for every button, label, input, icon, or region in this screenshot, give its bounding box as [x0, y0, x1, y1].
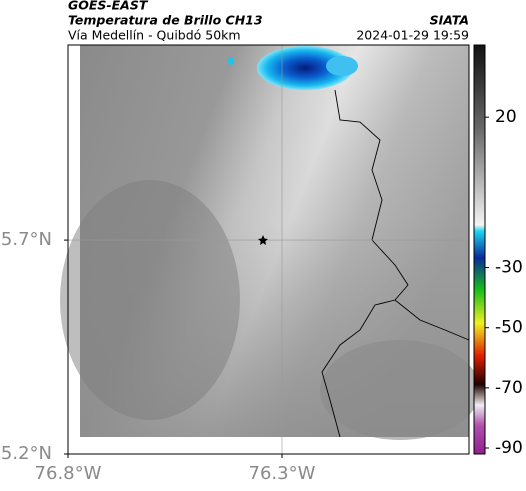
- title: GOES-EAST: [68, 0, 149, 13]
- x-tick-label: 76.8°W: [35, 463, 102, 484]
- datetime: 2024-01-29 19:59: [356, 28, 469, 43]
- y-tick-label: 5.2°N: [1, 443, 52, 464]
- coastline: [321, 89, 409, 438]
- route: Vía Medellín - Quibdó 50km: [68, 28, 241, 43]
- colorbar-tick-label: 20: [495, 107, 517, 127]
- satellite-image: [60, 45, 480, 440]
- y-tick-label: 5.7°N: [1, 229, 52, 250]
- x-tick-label: 76.3°W: [249, 463, 316, 484]
- border: [394, 299, 470, 341]
- colorbar: [473, 44, 486, 455]
- colorbar-tick-label: -70: [495, 378, 523, 398]
- map-frame: [67, 44, 470, 455]
- location-marker: [258, 235, 268, 245]
- source: SIATA: [430, 13, 469, 28]
- colorbar-tick-label: -30: [495, 258, 523, 278]
- colorbar-tick-label: -50: [495, 318, 523, 338]
- subtitle: Temperatura de Brillo CH13: [68, 13, 263, 28]
- colorbar-tick-label: -90: [495, 438, 523, 458]
